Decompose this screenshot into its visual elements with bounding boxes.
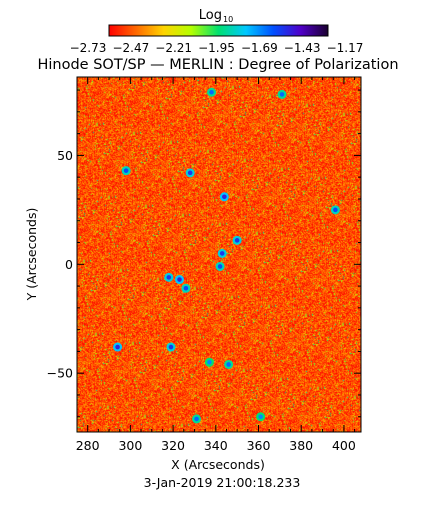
colorbar-tick-label: −1.43: [284, 41, 321, 55]
colorbar-tick-label: −2.47: [112, 41, 149, 55]
x-axis: 280 300 320 340 360 380 400: [76, 77, 356, 453]
y-tick-label: 50: [57, 148, 73, 163]
x-axis-label: X (Arcseconds): [171, 457, 265, 472]
feature-core: [258, 414, 263, 420]
feature-core: [183, 285, 189, 291]
x-tick-label: 380: [289, 438, 313, 453]
y-tick-label: 0: [65, 257, 73, 272]
colorbar-ticks: −2.73 −2.47 −2.21 −1.95 −1.69 −1.43 −1.17: [70, 41, 364, 55]
feature-core: [166, 275, 172, 280]
timestamp: 3-Jan-2019 21:00:18.233: [144, 475, 301, 490]
heatmap-features: [113, 87, 340, 424]
feature-core: [168, 344, 174, 350]
colorbar-tick-label: −2.73: [70, 41, 107, 55]
colorbar-tick-label: −1.17: [327, 41, 364, 55]
feature-core: [115, 344, 120, 350]
y-axis-label: Y (Arcseconds): [24, 208, 39, 302]
feature-core: [333, 207, 338, 213]
x-tick-label: 280: [76, 438, 100, 453]
feature-core: [219, 251, 225, 256]
colorbar-tick-label: −1.69: [241, 41, 278, 55]
feature-core: [279, 92, 285, 97]
y-tick-label: −50: [47, 366, 73, 381]
x-tick-label: 400: [332, 438, 356, 453]
feature-core: [177, 277, 182, 282]
feature-core: [226, 362, 231, 367]
feature-core: [209, 89, 214, 95]
plot-frame: [76, 76, 362, 433]
colorbar: [108, 24, 329, 37]
feature-core: [194, 416, 199, 422]
x-tick-label: 340: [204, 438, 228, 453]
feature-core: [123, 168, 129, 173]
x-tick-label: 360: [247, 438, 271, 453]
colorbar-tick-label: −2.21: [155, 41, 192, 55]
x-tick-label: 320: [161, 438, 185, 453]
feature-core: [234, 238, 240, 243]
feature-core: [217, 264, 223, 269]
plot-area: [77, 77, 361, 432]
chart-title: Hinode SOT/SP — MERLIN : Degree of Polar…: [37, 57, 398, 73]
colorbar-tick-label: −1.95: [198, 41, 235, 55]
colorbar-title-subscript: 10: [223, 15, 233, 24]
y-axis: −50 0 50: [47, 89, 361, 418]
feature-core: [207, 360, 212, 365]
feature-core: [222, 194, 227, 200]
colorbar-title: Log: [199, 8, 222, 23]
x-tick-label: 300: [118, 438, 142, 453]
feature-core: [187, 170, 193, 176]
